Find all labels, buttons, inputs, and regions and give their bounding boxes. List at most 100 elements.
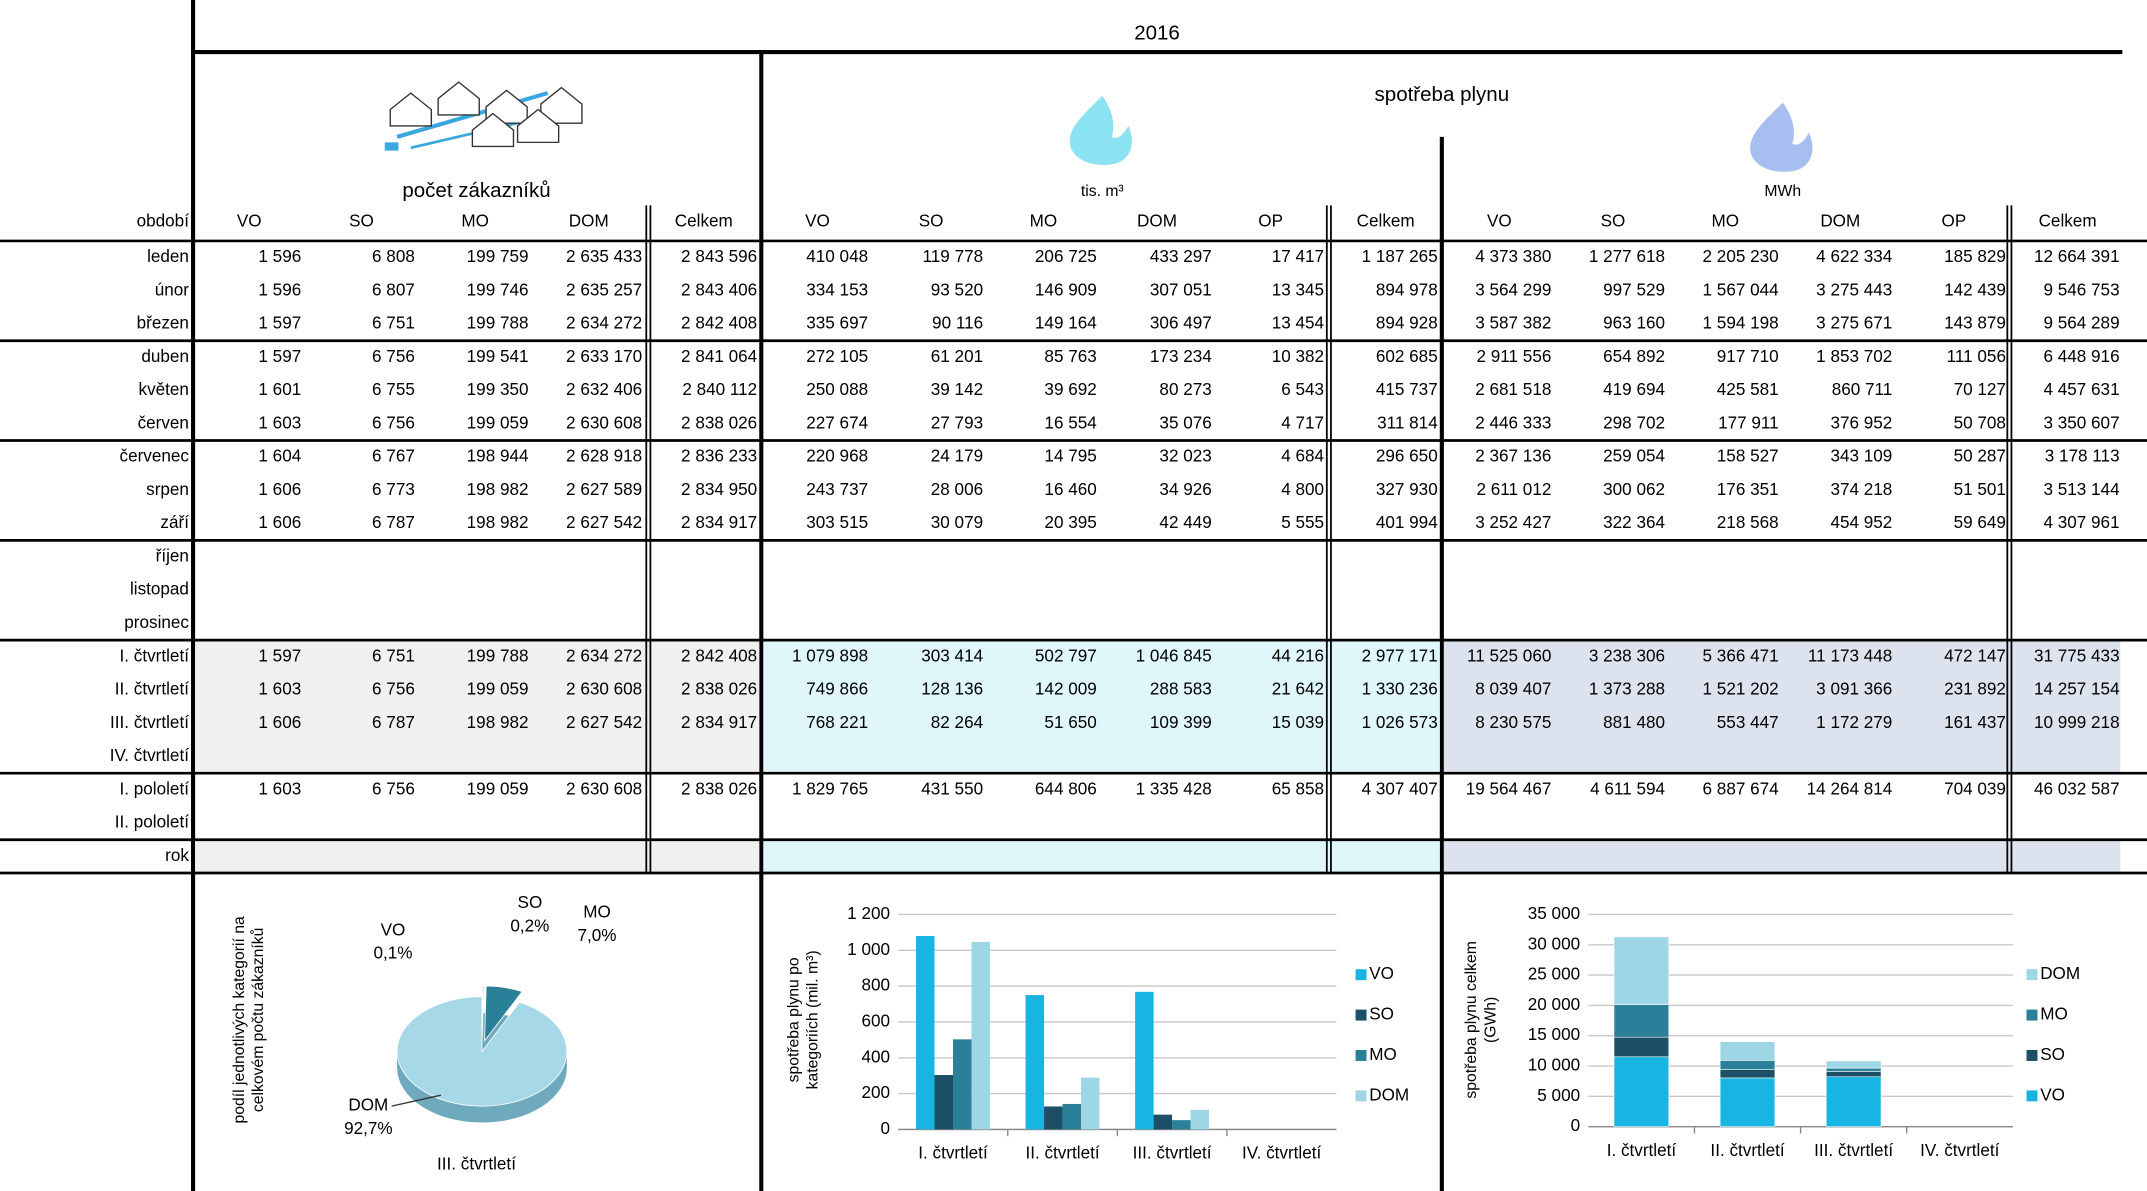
cell: 303 515 <box>806 513 868 532</box>
x-tick-label: I. čtvrtletí <box>918 1144 988 1163</box>
cell: 198 944 <box>467 447 529 466</box>
cell: 4 717 <box>1281 413 1324 432</box>
y-tick-label: 25 000 <box>1528 965 1580 984</box>
bar <box>971 942 989 1129</box>
cell: 3 275 671 <box>1816 314 1892 333</box>
legend-label: DOM <box>1369 1085 1409 1104</box>
x-tick-label: II. čtvrtletí <box>1025 1144 1099 1163</box>
cell: 90 116 <box>932 314 983 333</box>
year: 2016 <box>1134 22 1180 45</box>
cell: 14 257 154 <box>2034 680 2120 699</box>
cell: 19 564 467 <box>1466 779 1552 798</box>
y-tick-label: 0 <box>1571 1116 1581 1135</box>
cell: 1 601 <box>258 380 301 399</box>
cell: 2 630 608 <box>566 779 642 798</box>
bar-segment <box>1720 1070 1775 1078</box>
bar-segment <box>1826 1077 1881 1127</box>
x-tick-label: III. čtvrtletí <box>1133 1144 1212 1163</box>
slice-label: VO <box>381 920 406 939</box>
cell: 82 264 <box>931 713 984 732</box>
cell: 644 806 <box>1035 779 1097 798</box>
cell: 2 838 026 <box>681 779 757 798</box>
cell: 146 909 <box>1035 280 1097 299</box>
cell: 4 307 961 <box>2043 513 2119 532</box>
cell: 335 697 <box>806 314 868 333</box>
cell: 6 808 <box>372 247 415 266</box>
cell: 85 763 <box>1044 347 1096 366</box>
cell: 2 911 556 <box>1477 347 1552 366</box>
cell: 6 887 674 <box>1703 779 1780 798</box>
cell-shade <box>763 840 1439 873</box>
cell: 1 567 044 <box>1703 280 1780 299</box>
pie-slice <box>397 997 567 1107</box>
bar <box>1026 995 1044 1129</box>
y-tick-label: 35 000 <box>1528 904 1580 923</box>
bar <box>953 1039 971 1129</box>
cell: 3 252 427 <box>1475 513 1551 532</box>
cell: 128 136 <box>921 680 983 699</box>
column-header: DOM <box>1137 211 1177 230</box>
bar <box>1081 1078 1099 1130</box>
bar-segment <box>1614 1005 1669 1038</box>
cell: 198 982 <box>467 513 529 532</box>
row-label: říjen <box>156 546 189 565</box>
cell: 231 892 <box>1944 680 2006 699</box>
cell: 176 351 <box>1717 480 1779 499</box>
cell: 2 834 917 <box>681 513 757 532</box>
cell: 218 568 <box>1717 513 1779 532</box>
legend-swatch <box>1356 1090 1367 1101</box>
cell: 35 076 <box>1159 413 1211 432</box>
column-header: DOM <box>1820 211 1860 230</box>
column-header: MO <box>1711 211 1739 230</box>
cell: 1 606 <box>258 480 301 499</box>
cell: 502 797 <box>1035 646 1097 665</box>
x-tick-label: III. čtvrtletí <box>1814 1141 1893 1160</box>
cell: 860 711 <box>1832 380 1893 399</box>
bar-segment <box>1826 1061 1881 1068</box>
cell: 250 088 <box>806 380 868 399</box>
bar-segment <box>1720 1078 1775 1127</box>
cell: 374 218 <box>1830 480 1892 499</box>
column-header: OP <box>1942 211 1967 230</box>
cell: 303 414 <box>921 646 983 665</box>
cell: 4 307 407 <box>1362 779 1438 798</box>
cell: 1 521 202 <box>1703 680 1779 699</box>
cell: 2 843 406 <box>681 280 757 299</box>
y-tick-label: 200 <box>861 1083 890 1102</box>
cell: 199 788 <box>467 646 529 665</box>
cell: 6 787 <box>372 513 415 532</box>
cell: 177 911 <box>1718 413 1779 432</box>
cell: 6 773 <box>372 480 415 499</box>
cell: 6 448 916 <box>2043 347 2119 366</box>
cell: 2 842 408 <box>681 314 757 333</box>
row-label: I. pololetí <box>120 779 190 798</box>
cell: 2 635 433 <box>566 247 642 266</box>
cell: 881 480 <box>1603 713 1665 732</box>
bar-segment <box>1826 1068 1881 1071</box>
flame-icon <box>1070 96 1132 165</box>
cell: 963 160 <box>1603 314 1665 333</box>
cell: 199 059 <box>467 680 529 699</box>
cell: 327 930 <box>1376 480 1438 499</box>
cell: 10 999 218 <box>2034 713 2120 732</box>
cell: 2 627 542 <box>566 513 642 532</box>
slice-value: 7,0% <box>577 926 616 945</box>
row-label: IV. čtvrtletí <box>110 746 189 765</box>
cell: 4 684 <box>1281 447 1324 466</box>
cell: 21 642 <box>1272 680 1324 699</box>
legend-swatch <box>2027 1050 2038 1061</box>
legend-label: SO <box>1369 1005 1394 1024</box>
cell: 4 611 594 <box>1590 779 1665 798</box>
cell: 198 982 <box>467 480 529 499</box>
cell: 4 457 631 <box>2043 380 2119 399</box>
row-label: II. čtvrtletí <box>115 680 189 699</box>
cell: 602 685 <box>1376 347 1438 366</box>
cell: 6 543 <box>1281 380 1324 399</box>
cell: 2 838 026 <box>681 680 757 699</box>
cell: 65 858 <box>1272 779 1324 798</box>
cell: 1 853 702 <box>1816 347 1892 366</box>
cell: 6 787 <box>372 713 415 732</box>
cell: 894 928 <box>1376 314 1438 333</box>
cell: 6 807 <box>372 280 415 299</box>
cell: 1 603 <box>258 680 301 699</box>
